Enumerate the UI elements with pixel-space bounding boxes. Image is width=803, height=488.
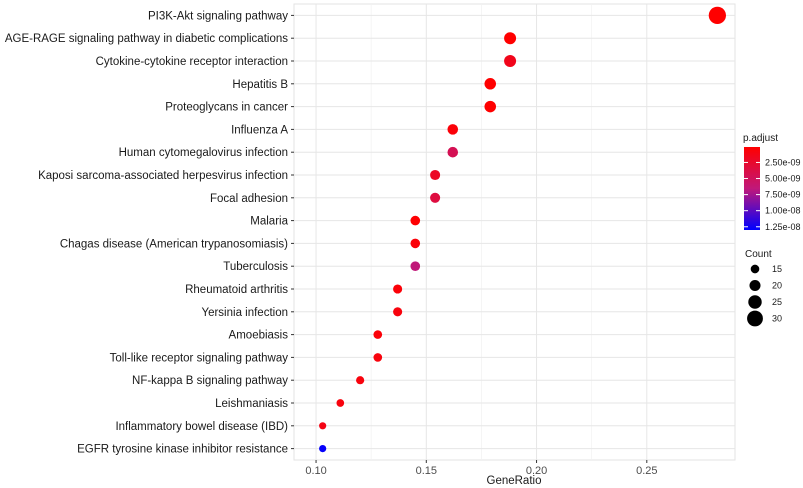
data-point [393,307,403,317]
size-legend-label: 25 [772,297,782,307]
y-axis-label: PI3K-Akt signaling pathway [148,10,288,22]
y-axis-label: Hepatitis B [232,79,288,91]
y-axis-label: Amoebiasis [229,330,289,342]
color-legend-tick-label: 5.00e-09 [765,174,801,184]
size-legend: Count 15 20 25 30 [745,249,782,327]
data-point [356,376,365,385]
color-legend-tick-label: 2.50e-09 [765,157,801,167]
y-axis-label: AGE-RAGE signaling pathway in diabetic c… [5,33,288,45]
y-axis-label: NF-kappa B signaling pathway [132,375,288,387]
data-point [336,399,345,407]
plot-panel [293,3,736,461]
data-point [373,330,383,339]
y-axis-label: Malaria [250,216,288,228]
data-point [447,124,459,135]
size-legend-label: 15 [772,264,782,274]
color-legend-tick-label: 7.50e-09 [765,190,801,200]
y-axis-label: Kaposi sarcoma-associated herpesvirus in… [38,170,288,182]
data-point [319,445,327,453]
data-point [373,353,383,362]
y-axis-label: Cytokine-cytokine receptor interaction [96,56,288,68]
data-point [504,32,517,45]
color-legend-bar [744,147,760,230]
y-axis-label: Leishmaniasis [215,398,288,410]
size-legend-title: Count [745,249,772,260]
data-point [393,284,403,294]
data-point [484,100,497,113]
y-axis-label: Proteoglycans in cancer [165,102,288,114]
x-axis-tick-label: 0.20 [526,465,547,477]
data-point [410,261,421,272]
y-axis-label: Human cytomegalovirus infection [119,147,288,159]
color-legend-title: p.adjust [743,133,778,144]
color-legend: p.adjust 2.50e-09 5.00e-09 7.50e-09 1.00e-0… [743,133,801,232]
size-legend-label: 30 [772,314,782,324]
y-axis-label: Chagas disease (American trypanosomiasis… [60,238,288,250]
size-legend-dot [750,264,760,274]
size-legend-label: 20 [772,281,782,291]
data-point [410,215,421,226]
size-legend-dot [748,295,762,309]
y-axis-label: Influenza A [231,124,288,136]
y-axis-labels: PI3K-Akt signaling pathway AGE-RAGE signa… [5,10,294,456]
y-axis-label: Toll-like receptor signaling pathway [110,352,289,364]
x-axis-ticks: 0.10 0.15 0.20 0.25 [305,460,658,477]
data-point [410,238,421,249]
color-legend-tick-label: 1.25e-08 [765,222,801,232]
data-point [430,192,441,203]
grid [294,4,735,460]
data-point [319,422,327,430]
x-axis-tick-label: 0.10 [305,465,326,477]
points [319,6,726,453]
y-axis-label: EGFR tyrosine kinase inhibitor resistanc… [77,444,288,456]
size-legend-dot [749,279,761,292]
y-axis-label: Rheumatoid arthritis [185,284,288,296]
size-legend-dot [747,310,763,327]
data-point [484,78,497,90]
y-axis-label: Yersinia infection [201,307,288,319]
x-axis-tick-label: 0.15 [416,465,437,477]
y-axis-label: Inflammatory bowel disease (IBD) [115,421,288,433]
data-point [447,146,459,158]
data-point [430,169,441,181]
data-point [708,6,726,25]
x-axis-tick-label: 0.25 [636,465,657,477]
y-axis-label: Tuberculosis [223,261,288,273]
color-legend-tick-label: 1.00e-08 [765,206,801,216]
y-axis-label: Focal adhesion [210,193,288,205]
size-legend-items: 15 20 25 30 [747,264,782,327]
data-point [504,55,517,67]
color-legend-ticks: 2.50e-09 5.00e-09 7.50e-09 1.00e-08 1.25e-08 [744,157,801,232]
x-axis-title: GeneRatio [487,475,542,487]
